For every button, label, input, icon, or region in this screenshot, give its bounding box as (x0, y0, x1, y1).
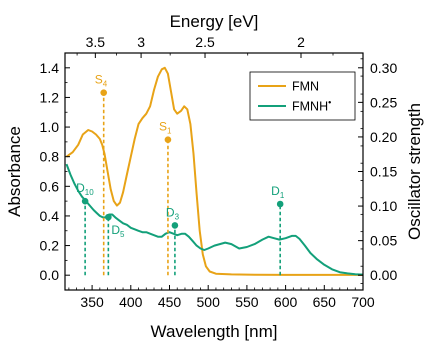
x-tick-label: 350 (80, 294, 104, 310)
transition-label-s1: S1 (159, 120, 172, 136)
transition-dot-s4 (100, 89, 108, 96)
top-tick-label: 3 (137, 34, 145, 50)
x-axis-bottom: 350 400 450 500 550 600 650 700 (68, 285, 375, 310)
legend-label-base: FMNH (292, 100, 328, 114)
transition-subscript: 3 (175, 212, 180, 221)
x-tick-label: 550 (235, 294, 259, 310)
x-tick-label: 400 (119, 294, 143, 310)
y2-tick-label: 0.10 (370, 198, 397, 214)
transition-label-s4: S4 (95, 73, 108, 89)
transition-subscript: 1 (280, 191, 285, 200)
x-tick-label: 650 (313, 294, 337, 310)
y-tick-label: 0.0 (40, 267, 60, 283)
x-tick-label: 600 (274, 294, 298, 310)
x-axis-top: 3.5 3 2.5 2 (76, 34, 334, 58)
y-tick-label: 0.4 (40, 208, 60, 224)
y2-tick-label: 0.00 (370, 267, 397, 283)
series-line-fmn (65, 66, 363, 276)
legend-label-fmn: FMN (292, 80, 319, 94)
transition-subscript: 1 (167, 127, 172, 136)
x-axis-title: Wavelength [nm] (151, 322, 278, 341)
transition-subscript: 5 (120, 230, 125, 239)
y-tick-label: 1.4 (40, 60, 60, 76)
top-axis-title: Energy [eV] (170, 12, 259, 31)
spectrum-curves (65, 66, 364, 276)
x-tick-label: 450 (158, 294, 182, 310)
y-axis-right: 0.00 0.05 0.10 0.15 0.20 0.25 0.30 (358, 58, 397, 284)
transition-subscript: 10 (85, 188, 94, 197)
y-tick-label: 0.6 (40, 178, 60, 194)
top-tick-label: 3.5 (86, 34, 106, 50)
legend: FMN FMNH• (249, 71, 356, 121)
transition-dot-d3 (171, 222, 179, 229)
y2-tick-label: 0.20 (370, 129, 397, 145)
transition-letter: S (159, 120, 167, 134)
transition-letter: D (271, 184, 280, 198)
y2-axis-title: Oscillator strength (405, 103, 424, 240)
x-tick-label: 700 (351, 294, 375, 310)
axis-titles: Energy [eV] Wavelength [nm] Absorbance Osci… (5, 12, 424, 341)
x-tick-label: 500 (197, 294, 221, 310)
transition-dot-d10 (81, 197, 89, 205)
y-tick-label: 0.8 (40, 149, 60, 165)
y-axis-left: 0.0 0.2 0.4 0.6 0.8 1.0 1.2 1.4 (40, 60, 70, 291)
y-axis-title: Absorbance (5, 126, 24, 217)
top-tick-label: 2.5 (195, 34, 215, 50)
y2-tick-label: 0.15 (370, 164, 397, 180)
transition-dot-d1 (276, 200, 284, 208)
transition-letter: S (95, 73, 103, 87)
y-tick-label: 0.2 (40, 238, 60, 254)
transition-label-d1: D1 (271, 184, 285, 200)
transition-dot-s1 (164, 136, 172, 143)
y-tick-label: 1.2 (40, 89, 60, 105)
transition-label-d5: D5 (111, 223, 125, 239)
transition-letter: D (111, 223, 120, 237)
y2-tick-label: 0.30 (370, 60, 397, 76)
legend-label-fmnh: FMNH• (292, 98, 331, 114)
top-tick-label: 2 (297, 34, 305, 50)
transition-letter: D (166, 205, 175, 219)
transition-label-d10: D10 (76, 181, 94, 197)
y2-tick-label: 0.05 (370, 233, 397, 249)
legend-box (249, 71, 356, 121)
transition-label-d3: D3 (166, 205, 180, 221)
transition-subscript: 4 (103, 80, 108, 89)
series-line-fmnh (65, 163, 364, 276)
transition-dot-d5 (105, 213, 112, 221)
y-tick-label: 1.0 (40, 119, 60, 135)
legend-label-superscript: • (328, 98, 331, 108)
transition-letter: D (76, 181, 85, 195)
y2-tick-label: 0.25 (370, 94, 397, 110)
